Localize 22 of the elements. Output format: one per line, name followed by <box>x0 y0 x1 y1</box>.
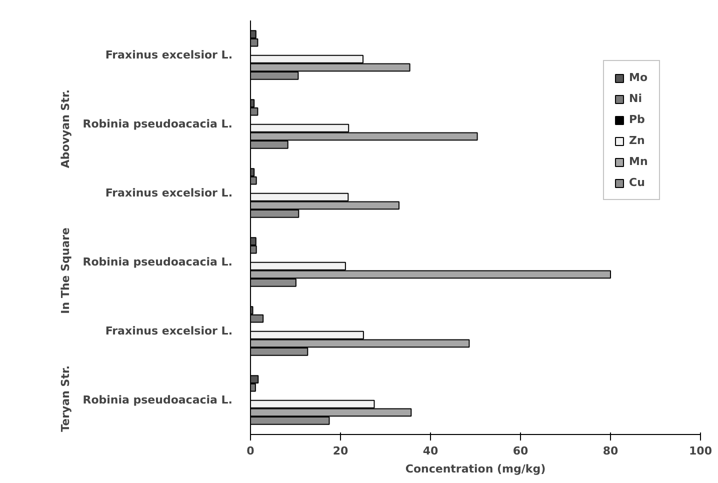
legend-label: Cu <box>629 176 646 189</box>
text: In The Square <box>59 227 72 314</box>
text: Abovyan Str. <box>59 89 72 168</box>
x-tick-label: 100 <box>689 444 712 458</box>
x-tick-label: 60 <box>512 444 528 458</box>
y-tick-label: Robinia pseudoacacia L. <box>82 118 233 130</box>
legend-label: Ni <box>629 92 643 105</box>
x-tick-label: 80 <box>602 444 618 458</box>
y-tick-label: Robinia pseudoacacia L. <box>82 256 233 268</box>
x-tick-label: 20 <box>332 444 348 458</box>
legend-label: Pb <box>629 113 646 126</box>
y-tick-label: Robinia pseudoacacia L. <box>82 394 233 406</box>
x-tick-label: 0 <box>246 444 255 458</box>
x-tick-label: 40 <box>422 444 438 458</box>
y-tick-label: Fraxinus excelsior L. <box>105 186 232 200</box>
legend-label: Zn <box>629 134 646 147</box>
y-tick-label: Fraxinus excelsior L. <box>105 48 232 62</box>
legend-label: Mo <box>629 71 649 84</box>
x-axis-title: Concentration (mg/kg) <box>405 462 546 476</box>
text: Teryan Str. <box>59 365 72 432</box>
y-tick-label: Fraxinus excelsior L. <box>105 324 232 338</box>
legend-label: Mn <box>629 155 649 168</box>
